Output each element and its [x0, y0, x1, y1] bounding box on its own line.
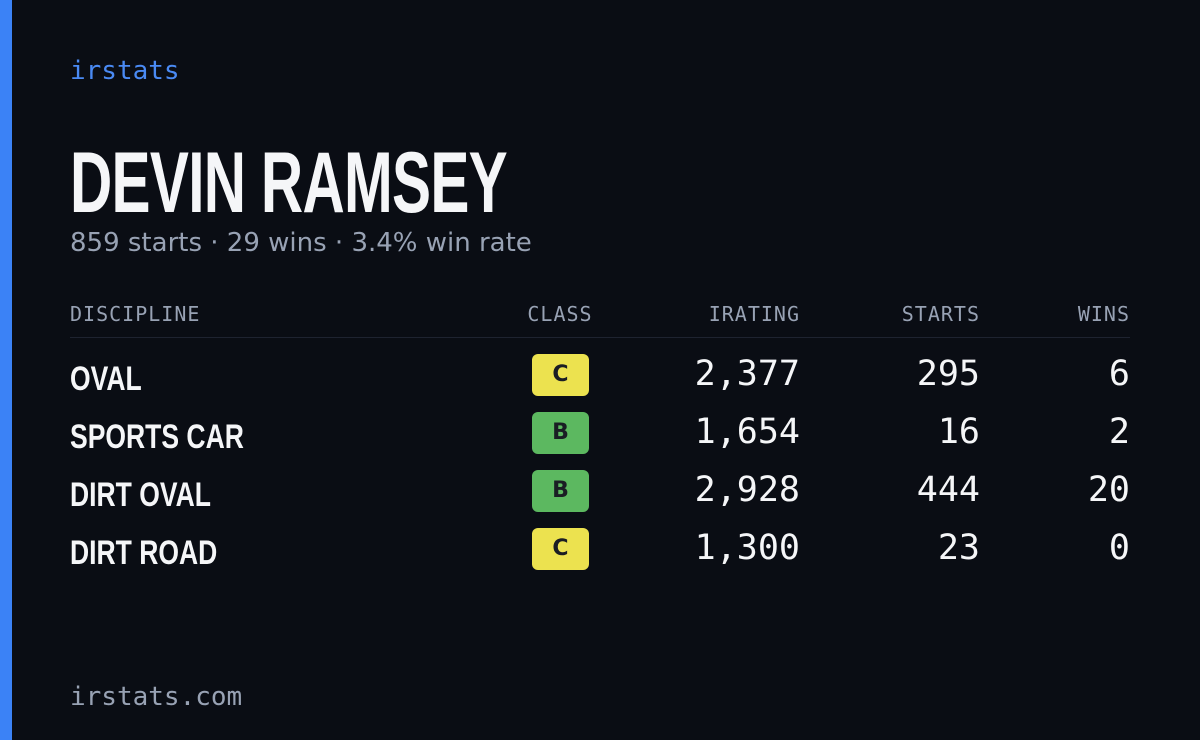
irating-value: 1,300	[694, 528, 800, 568]
wins-value: 20	[1087, 470, 1130, 510]
column-header: STARTS	[901, 302, 980, 326]
irating-value: 2,928	[694, 470, 800, 510]
class-badge: B	[532, 470, 589, 512]
discipline: OVAL	[70, 360, 142, 398]
driver-name: DEVIN RAMSEY	[70, 135, 508, 231]
starts-value: 16	[937, 412, 980, 452]
irating-value: 1,654	[694, 412, 800, 452]
starts-value: 295	[916, 354, 980, 394]
column-header: WINS	[1077, 302, 1130, 326]
brand: irstats	[70, 56, 180, 86]
class-badge: C	[532, 528, 589, 570]
discipline: SPORTS CAR	[70, 418, 244, 456]
wins-value: 0	[1108, 528, 1130, 568]
column-header: CLASS	[527, 302, 593, 326]
starts-value: 23	[937, 528, 980, 568]
class-badge: B	[532, 412, 589, 454]
class-badge: C	[532, 354, 589, 396]
wins-value: 6	[1108, 354, 1130, 394]
irating-value: 2,377	[694, 354, 800, 394]
column-header: DISCIPLINE	[70, 302, 201, 326]
starts-value: 444	[916, 470, 980, 510]
column-header: IRATING	[708, 302, 800, 326]
wins-value: 2	[1108, 412, 1130, 452]
summary: 859 starts · 29 wins · 3.4% win rate	[70, 228, 532, 258]
header-rule	[70, 337, 1130, 338]
discipline: DIRT ROAD	[70, 534, 218, 572]
accent-bar	[0, 0, 12, 740]
footer: irstats.com	[70, 682, 243, 712]
discipline: DIRT OVAL	[70, 476, 211, 514]
